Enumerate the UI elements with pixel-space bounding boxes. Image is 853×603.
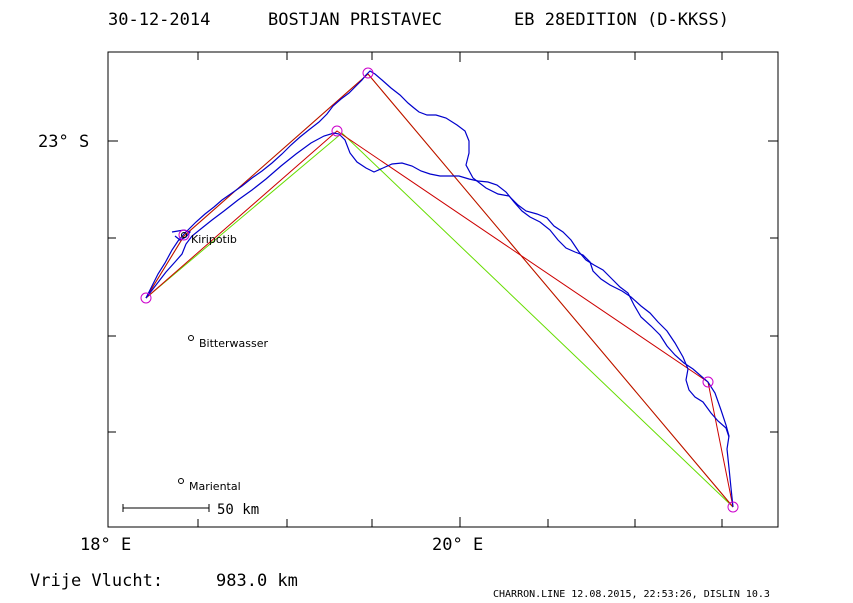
scale-bar-label: 50 km [217,502,259,518]
place-label: Bitterwasser [199,337,268,350]
glider-name: EB 28EDITION (D-KKSS) [514,10,729,30]
distance-value: 983.0 km [216,571,298,591]
credit-line: CHARRON.LINE 12.08.2015, 22:53:26, DISLI… [493,589,770,600]
flight-date: 30-12-2014 [108,10,210,30]
map-frame [107,51,779,528]
turnpoints [140,67,739,513]
scale-bar [122,504,210,512]
pilot-name: BOSTJAN PRISTAVEC [268,10,442,30]
place-bitterwasser: Bitterwasser [188,335,268,350]
place-marker [178,478,184,484]
distance-label: Vrije Vlucht: [30,571,163,591]
flight-track [145,70,734,508]
task-line-secondary [145,73,734,508]
place-label: Mariental [189,480,241,493]
place-marker [181,232,187,238]
task-line-primary [145,73,734,508]
turnpoint-marker [178,229,190,241]
turnpoint-marker [702,376,714,388]
turnpoint-marker [362,67,374,79]
turnpoint-marker [140,292,152,304]
turnpoint-marker [331,125,343,137]
axis-ticks [107,52,778,527]
place-mariental: Mariental [178,478,241,493]
turnpoint-marker [727,501,739,513]
place-label: Kiripotib [191,233,237,246]
longitude-label-18: 18° E [80,535,131,555]
place-marker [188,335,194,341]
latitude-label: 23° S [38,132,89,152]
longitude-label-20: 20° E [432,535,483,555]
place-kiripotib: Kiripotib [181,232,237,246]
